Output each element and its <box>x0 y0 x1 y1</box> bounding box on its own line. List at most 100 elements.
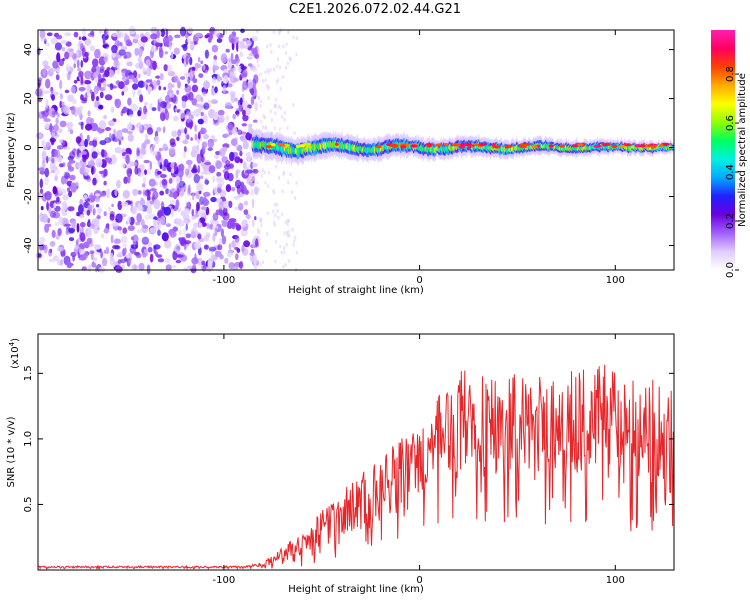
y-tick-label: 0 <box>23 144 34 150</box>
noise-blob <box>216 175 223 184</box>
noise-blob <box>56 246 64 252</box>
y-tick-label: 20 <box>23 92 34 105</box>
noise-blob <box>260 223 263 228</box>
noise-blob <box>225 115 230 122</box>
noise-blob <box>217 187 222 194</box>
noise-blob <box>207 260 213 268</box>
noise-blob <box>149 160 153 170</box>
noise-blob <box>99 91 104 99</box>
noise-blob <box>136 121 143 131</box>
noise-blob <box>280 114 284 119</box>
noise-blob <box>203 114 208 124</box>
noise-blob <box>114 147 122 154</box>
noise-blob <box>267 96 270 101</box>
noise-blob <box>44 167 50 178</box>
noise-blob <box>204 34 209 39</box>
noise-blob <box>126 107 130 116</box>
noise-blob <box>223 206 228 216</box>
noise-blob <box>118 139 122 146</box>
noise-blob <box>137 190 142 195</box>
noise-blob <box>86 221 91 228</box>
noise-blob <box>262 113 265 118</box>
noise-blob <box>171 130 178 138</box>
noise-blob <box>80 139 86 147</box>
noise-blob <box>284 51 288 56</box>
noise-blob <box>100 250 103 259</box>
noise-blob <box>189 56 193 66</box>
signal-hotspot <box>593 144 602 148</box>
noise-blob <box>175 259 182 264</box>
noise-blob <box>39 29 46 39</box>
noise-blob <box>238 202 244 211</box>
noise-blob <box>251 35 258 42</box>
noise-blob <box>64 223 71 227</box>
noise-blob <box>143 248 149 253</box>
noise-blob <box>153 219 157 228</box>
noise-blob <box>42 68 46 76</box>
noise-blob <box>134 251 140 256</box>
noise-blob <box>69 174 76 181</box>
noise-blob <box>91 91 95 102</box>
noise-blob <box>200 111 204 117</box>
noise-blob <box>226 220 233 229</box>
noise-blob <box>137 89 142 97</box>
noise-blob <box>96 215 101 220</box>
noise-blob <box>61 101 65 107</box>
noise-blob <box>147 86 153 92</box>
noise-blob <box>272 190 276 195</box>
noise-blob <box>212 232 216 242</box>
noise-blob <box>179 26 187 37</box>
noise-blob <box>116 179 121 189</box>
noise-blob <box>147 167 152 176</box>
noise-blob <box>276 159 279 164</box>
noise-blob <box>228 218 237 223</box>
noise-blob <box>278 65 282 70</box>
noise-blob <box>225 102 232 110</box>
signal-hotspot <box>558 144 565 148</box>
signal-hotspot <box>277 143 284 147</box>
noise-blob <box>201 155 205 163</box>
noise-blob <box>295 250 298 255</box>
noise-blob <box>156 30 160 39</box>
svg-text:(x104): (x104) <box>8 338 21 369</box>
noise-blob <box>175 218 183 222</box>
noise-blob <box>191 98 197 106</box>
noise-blob <box>56 68 60 73</box>
noise-blob <box>142 67 147 76</box>
noise-blob <box>256 180 259 185</box>
noise-blob <box>224 257 229 264</box>
noise-blob <box>161 232 169 242</box>
noise-blob <box>172 226 178 232</box>
noise-blob <box>185 223 188 231</box>
noise-blob <box>250 96 255 106</box>
noise-blob <box>142 224 149 229</box>
noise-blob <box>154 42 161 47</box>
noise-blob <box>69 151 76 159</box>
noise-blob <box>80 60 84 68</box>
noise-blob <box>44 223 50 233</box>
noise-blob <box>128 114 134 118</box>
noise-blob <box>136 229 143 234</box>
noise-blob <box>78 105 84 111</box>
noise-blob <box>256 260 259 265</box>
noise-blob <box>180 237 186 246</box>
noise-blob <box>41 213 49 223</box>
noise-blob <box>94 100 99 108</box>
signal-hotspot <box>444 143 449 147</box>
noise-blob <box>50 86 54 92</box>
noise-blob <box>235 169 239 179</box>
noise-blob <box>235 224 242 231</box>
noise-blob <box>225 48 230 53</box>
noise-blob <box>95 95 100 102</box>
noise-blob <box>183 185 188 191</box>
noise-blob <box>257 128 261 133</box>
noise-blob <box>214 227 218 237</box>
noise-blob <box>183 243 187 251</box>
y-tick-label: 0.5 <box>23 496 34 512</box>
noise-blob <box>176 136 180 141</box>
noise-blob <box>261 168 264 173</box>
noise-blob <box>109 213 115 221</box>
spectrogram-panel: -100 0 100 -40 -20 0 20 40 Height of straight … <box>6 25 675 296</box>
noise-blob <box>233 77 240 82</box>
noise-blob <box>239 51 243 58</box>
